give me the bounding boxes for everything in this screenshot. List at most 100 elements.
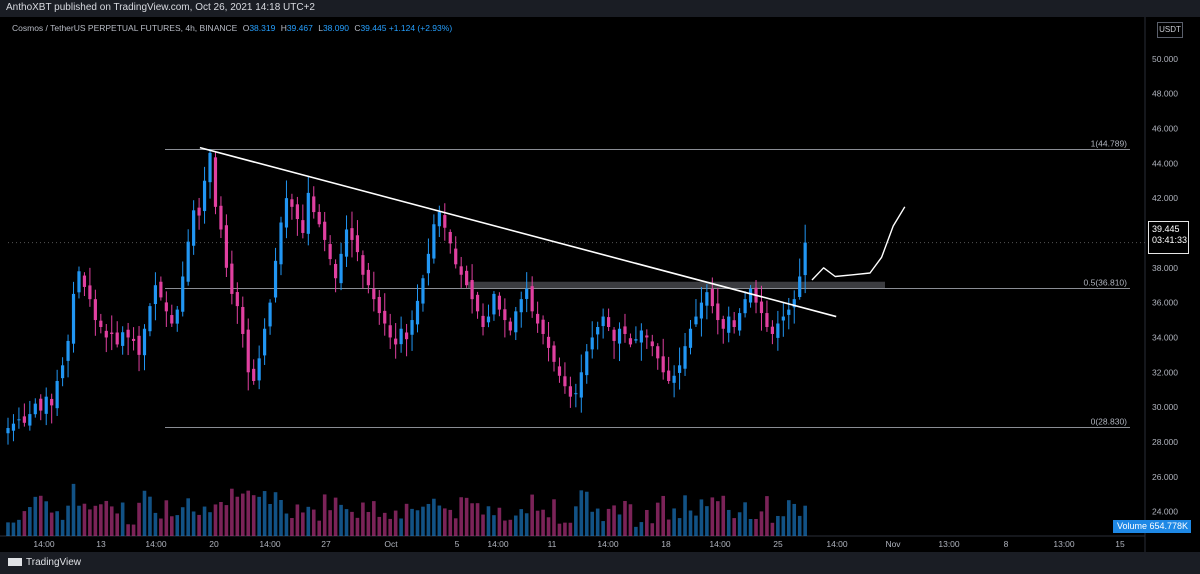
candle-body <box>623 326 627 334</box>
volume-bar <box>93 505 98 536</box>
volume-bar <box>235 496 240 536</box>
candle-body <box>11 423 16 431</box>
candle-body <box>699 302 704 319</box>
volume-bar <box>240 493 245 536</box>
candle-body <box>596 327 600 335</box>
bar-countdown: 03:41:33 <box>1152 235 1188 245</box>
candle-body <box>470 280 474 300</box>
candle-body <box>748 288 753 303</box>
candle-body <box>426 253 431 274</box>
volume-bar <box>486 506 491 536</box>
candle-body <box>366 269 370 286</box>
candle-body <box>546 336 551 348</box>
volume-bar <box>519 509 524 536</box>
price-tick-label: 36.000 <box>1152 298 1178 308</box>
time-tick-label: 18 <box>661 539 671 549</box>
volume-bar <box>230 488 234 536</box>
price-tick-label: 38.000 <box>1152 263 1178 273</box>
volume-bar <box>350 511 354 536</box>
current-price-label: 39.445 <box>1152 224 1180 234</box>
candle-body <box>688 328 693 348</box>
time-axis[interactable]: 14:00 13 14:00 20 14:00 27 Oct 5 14:00 11 14:00 18 1… <box>33 539 1125 549</box>
volume-bar <box>612 505 616 536</box>
candle-body <box>639 330 643 343</box>
candle-body <box>437 212 441 227</box>
candle-body <box>241 306 245 334</box>
candle-body <box>115 332 119 345</box>
tradingview-brand[interactable]: TradingView <box>8 557 81 568</box>
candle-body <box>486 316 491 323</box>
volume-bar <box>164 500 169 536</box>
volume-bar <box>273 492 278 536</box>
volume-bar <box>595 508 600 536</box>
time-tick-label: 13:00 <box>938 539 960 549</box>
volume-bar <box>60 519 65 536</box>
price-chart[interactable]: 1(44.789) 0.5(36.810) 0(28.830) 24.000 26.0… <box>0 17 1200 552</box>
volume-bar <box>120 502 125 536</box>
volume-bar <box>311 509 316 536</box>
candle-body <box>677 365 682 373</box>
footer-bar: TradingView <box>0 552 1200 574</box>
volume-bar <box>410 508 414 536</box>
price-tick-label: 42.000 <box>1152 193 1178 203</box>
volume-bar <box>710 497 715 536</box>
price-axis[interactable]: 24.000 26.000 28.000 30.000 32.000 34.000 36.0… <box>1152 54 1178 517</box>
volume-bar <box>432 498 436 536</box>
symbol-name: Cosmos / TetherUS PERPETUAL FUTURES, 4h,… <box>12 23 238 33</box>
candle-body <box>328 244 332 260</box>
candle-body <box>202 180 207 212</box>
candle-body <box>585 351 589 376</box>
candle-body <box>186 241 190 282</box>
candle-body <box>634 339 638 341</box>
volume-bar <box>99 504 103 536</box>
volume-bar <box>513 515 518 536</box>
candle-body <box>770 326 774 334</box>
price-tick-label: 44.000 <box>1152 158 1178 168</box>
volume-bar <box>104 500 109 536</box>
volume-bar <box>748 518 753 536</box>
price-tick-label: 34.000 <box>1152 332 1178 342</box>
volume-bar <box>71 483 76 536</box>
price-tick-label: 30.000 <box>1152 402 1178 412</box>
candle-body <box>344 229 349 257</box>
fib-label: 0.5(36.810) <box>1084 278 1128 288</box>
candle-body <box>77 271 81 293</box>
volume-bar <box>404 503 409 536</box>
price-tick-label: 50.000 <box>1152 54 1178 64</box>
candles <box>6 149 807 445</box>
candle-body <box>727 316 731 333</box>
time-tick-label: 14:00 <box>145 539 167 549</box>
volume-bar <box>279 499 283 536</box>
volume-bar <box>159 518 163 536</box>
resistance-zone <box>468 281 885 289</box>
candle-body <box>197 207 201 216</box>
time-tick-label: 14:00 <box>826 539 848 549</box>
candle-body <box>372 288 376 300</box>
volume-bar <box>464 497 469 536</box>
time-tick-label: 14:00 <box>709 539 731 549</box>
volume-bar <box>623 500 627 536</box>
candle-body <box>44 396 48 414</box>
candle-body <box>131 338 136 341</box>
volume-bar <box>546 517 551 536</box>
volume-bar <box>716 501 720 536</box>
volume-bar <box>492 515 496 536</box>
candle-body <box>503 309 507 321</box>
candle-body <box>334 263 338 279</box>
volume-bar <box>803 505 807 536</box>
time-tick-label: 20 <box>209 539 219 549</box>
fib-label: 0(28.830) <box>1091 416 1128 426</box>
volume-bar <box>361 502 365 536</box>
volume-bar <box>705 506 709 536</box>
candle-body <box>164 302 168 312</box>
candle-body <box>798 276 802 297</box>
volume-bars <box>6 483 807 536</box>
candle-body <box>263 328 267 356</box>
resistance-zone-box <box>468 281 885 289</box>
candle-body <box>61 365 65 379</box>
candle-body <box>667 370 671 381</box>
drawings <box>199 146 906 318</box>
currency-selector[interactable]: USDT <box>1157 22 1183 38</box>
volume-bar <box>339 504 343 536</box>
candle-body <box>716 303 720 321</box>
